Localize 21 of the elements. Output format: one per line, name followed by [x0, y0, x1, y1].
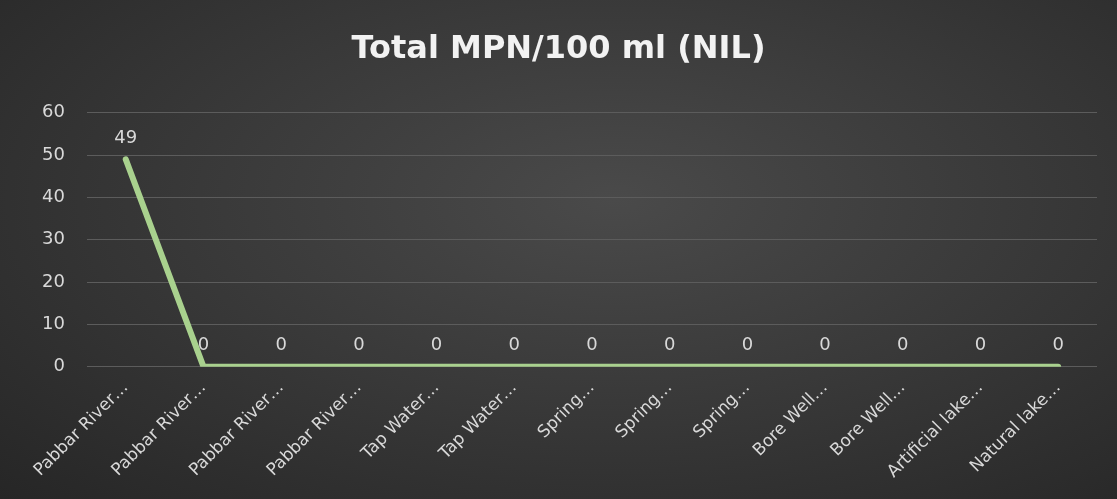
y-tick-label: 40 — [42, 185, 65, 207]
y-tick-label: 0 — [53, 354, 65, 376]
data-label: 0 — [508, 333, 520, 355]
chart-title: Total MPN/100 ml (NIL) — [350, 28, 767, 66]
y-tick-label: 50 — [42, 142, 65, 164]
data-label: 0 — [663, 333, 676, 355]
data-label: 0 — [819, 333, 831, 355]
data-label: 49 — [114, 126, 138, 148]
data-label: 0 — [897, 333, 909, 355]
data-label: 0 — [974, 333, 987, 355]
y-tick-label: 10 — [42, 312, 65, 334]
data-label: 0 — [586, 333, 598, 355]
data-label: 0 — [197, 333, 210, 355]
data-label: 0 — [741, 333, 754, 355]
data-label: 0 — [430, 333, 443, 355]
y-tick-label: 60 — [42, 100, 65, 122]
y-tick-label: 30 — [42, 227, 65, 249]
data-label: 0 — [353, 333, 365, 355]
data-label: 0 — [1052, 333, 1064, 355]
data-label: 0 — [275, 333, 287, 355]
y-tick-label: 20 — [42, 269, 65, 291]
